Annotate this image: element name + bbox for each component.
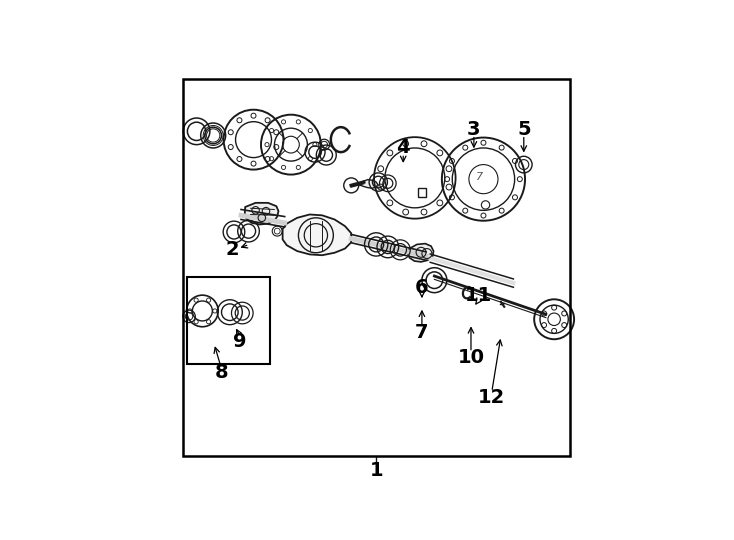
Text: 3: 3 (467, 120, 481, 139)
Text: 12: 12 (478, 388, 506, 407)
Text: 6: 6 (415, 278, 429, 297)
Text: 5: 5 (517, 120, 531, 139)
Bar (187, 277, 270, 364)
Text: 10: 10 (457, 348, 484, 367)
Polygon shape (408, 244, 434, 262)
Polygon shape (283, 214, 352, 255)
Text: 7: 7 (415, 323, 429, 342)
Text: 8: 8 (214, 363, 228, 382)
Text: 11: 11 (465, 286, 492, 305)
Text: 4: 4 (396, 138, 410, 158)
Bar (418, 188, 426, 197)
Polygon shape (244, 203, 278, 225)
Text: 2: 2 (226, 240, 239, 259)
Polygon shape (359, 180, 378, 188)
Text: 7: 7 (476, 172, 483, 182)
Text: 9: 9 (233, 332, 247, 351)
Text: 1: 1 (369, 461, 383, 480)
